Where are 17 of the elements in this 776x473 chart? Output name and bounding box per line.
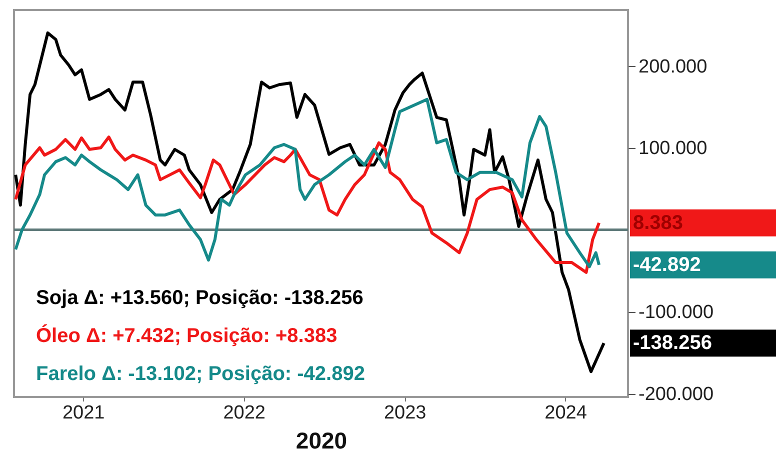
y-tick-label: -100.000 [638, 302, 714, 324]
annotation: Óleo Δ: +7.432; Posição: +8.383 [36, 324, 338, 347]
text: -138.256 [633, 332, 712, 354]
x-tick-label: 2023 [384, 402, 426, 424]
line-series [14, 98, 601, 268]
x-axis-title: 2020 [296, 428, 348, 454]
annotation: Soja Δ: +13.560; Posição: -138.256 [36, 287, 364, 309]
x-tick-label: 2021 [62, 402, 105, 424]
text: 8.383 [633, 212, 684, 234]
line-series [14, 136, 601, 274]
y-tick-label: 100.000 [638, 138, 708, 160]
y-tick-label: -200.000 [638, 384, 714, 406]
x-tick-label: 2024 [544, 402, 588, 424]
x-tick-label: 2022 [223, 402, 266, 424]
annotation: Farelo Δ: -13.102; Posição: -42.892 [36, 363, 365, 385]
y-tick-label: 200.000 [638, 56, 708, 78]
text: -42.892 [633, 254, 701, 276]
